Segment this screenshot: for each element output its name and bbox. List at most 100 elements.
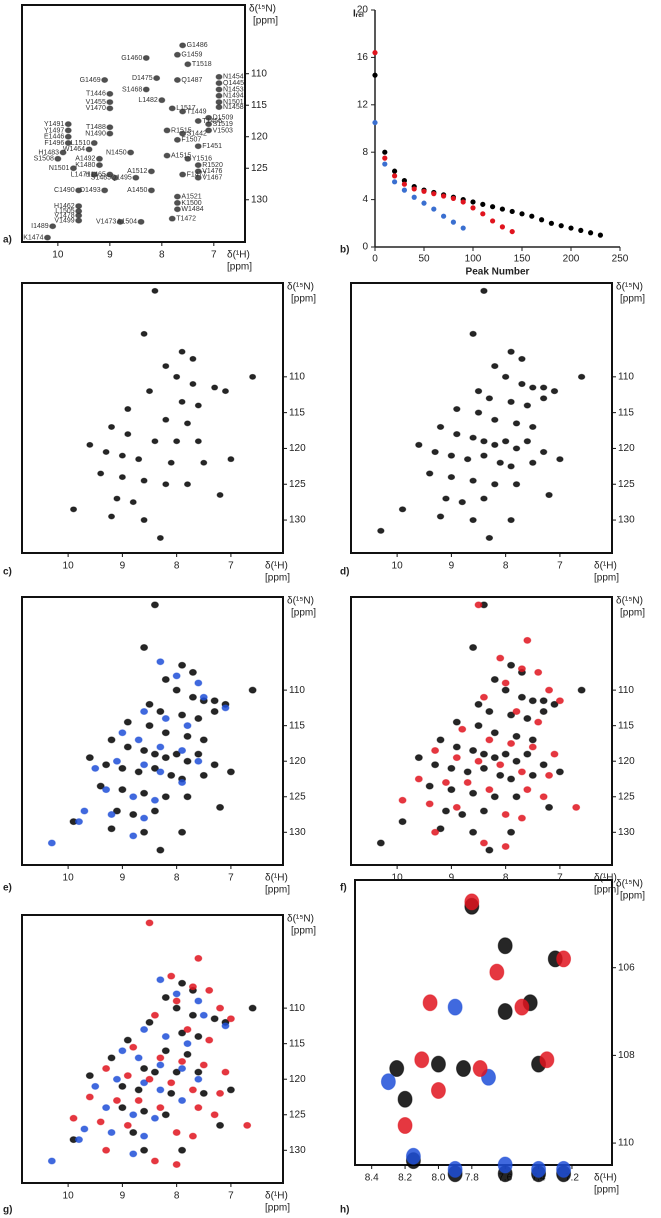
peak xyxy=(64,140,72,147)
peak-label: T1518 xyxy=(192,61,212,68)
x-tick-label: 0 xyxy=(372,254,378,265)
peak xyxy=(47,1157,56,1165)
data-point xyxy=(597,232,604,238)
peak xyxy=(173,193,181,200)
peak xyxy=(91,1082,100,1090)
peak xyxy=(106,124,114,131)
peak xyxy=(90,171,98,178)
peak-label: Q1495 xyxy=(111,175,132,182)
peak xyxy=(489,963,505,981)
peak xyxy=(85,1072,94,1080)
x-tick-label: 50 xyxy=(418,254,430,265)
peak xyxy=(118,1047,127,1055)
peak xyxy=(134,1054,143,1062)
peak xyxy=(469,330,477,337)
peak xyxy=(577,686,586,694)
peak xyxy=(95,155,103,162)
peak xyxy=(64,127,72,134)
peak xyxy=(545,803,554,811)
peak xyxy=(205,114,213,121)
peak xyxy=(118,1082,127,1090)
data-point xyxy=(490,218,496,224)
y-tick-label: 120 xyxy=(251,131,268,142)
y-tick-label: 130 xyxy=(618,515,635,526)
y-tick-label: 125 xyxy=(289,1109,306,1120)
peak xyxy=(147,168,155,175)
data-point xyxy=(499,224,505,230)
peak-label: V1470 xyxy=(86,105,106,112)
peak xyxy=(436,423,445,431)
peak xyxy=(436,513,445,520)
peak xyxy=(156,743,165,751)
peak xyxy=(425,800,434,808)
x-tick-label: 150 xyxy=(514,254,531,265)
y-tick-label: 125 xyxy=(618,479,635,490)
data-point xyxy=(470,205,476,211)
peak xyxy=(215,99,223,106)
peak-label: N1454 xyxy=(223,74,244,81)
peak xyxy=(140,477,148,484)
peak xyxy=(102,1065,111,1073)
peak xyxy=(194,117,202,124)
data-point xyxy=(431,191,437,197)
peak xyxy=(129,832,138,840)
peak xyxy=(501,811,510,819)
data-point xyxy=(499,206,505,212)
peak-label: A1515 xyxy=(171,152,191,159)
peak xyxy=(199,1089,208,1097)
peak xyxy=(194,715,203,723)
peak xyxy=(474,757,483,765)
peak xyxy=(539,448,548,456)
peak-label: R1520 xyxy=(202,162,223,169)
y-tick-label: 4 xyxy=(362,194,368,205)
peak xyxy=(112,757,121,765)
peak xyxy=(178,747,187,755)
data-point xyxy=(392,179,398,185)
peak xyxy=(194,168,202,175)
peak xyxy=(523,715,532,723)
peak-label: N1494 xyxy=(223,93,244,100)
x-tick-label: 250 xyxy=(612,254,629,265)
peak-label: A1492 xyxy=(75,156,95,163)
x-tick-label: 10 xyxy=(392,873,404,884)
peak xyxy=(507,398,515,405)
peak xyxy=(69,165,77,172)
y-tick-label: 120 xyxy=(289,443,306,454)
peak xyxy=(512,732,521,740)
peak xyxy=(572,803,581,811)
peak xyxy=(108,423,116,430)
peak xyxy=(150,1068,159,1076)
peak-label: W1484 xyxy=(181,206,203,213)
peak xyxy=(441,807,450,815)
data-point xyxy=(431,206,437,212)
peak xyxy=(163,152,171,159)
data-point xyxy=(411,186,417,192)
y-tick-label: 125 xyxy=(618,791,635,802)
peak xyxy=(534,718,543,726)
peak xyxy=(183,481,191,488)
peak xyxy=(528,771,537,779)
data-point xyxy=(421,188,427,194)
peak xyxy=(178,979,187,987)
peak-label: H1462 xyxy=(54,203,75,210)
peak xyxy=(221,1068,230,1076)
x-tick-label: 8 xyxy=(174,561,180,572)
peak xyxy=(156,976,165,984)
peak xyxy=(463,768,472,776)
peak-label: G1469 xyxy=(80,77,101,84)
y-tick-label: 108 xyxy=(618,1050,635,1061)
peak xyxy=(86,441,94,448)
peak xyxy=(497,1156,513,1174)
data-point xyxy=(392,168,398,174)
peak xyxy=(469,789,478,797)
peak xyxy=(151,438,159,445)
peak xyxy=(216,1121,225,1129)
peak xyxy=(123,1072,132,1080)
peak-label: A1521 xyxy=(181,193,201,200)
peak xyxy=(216,1089,225,1097)
peak xyxy=(106,90,114,97)
peak xyxy=(205,127,213,134)
peak xyxy=(194,1104,203,1112)
peak xyxy=(215,92,223,99)
y-axis-unit: [ppm] xyxy=(620,294,645,305)
